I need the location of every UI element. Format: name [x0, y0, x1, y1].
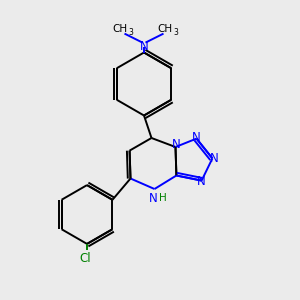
Text: Cl: Cl	[80, 252, 91, 265]
Text: CH: CH	[158, 24, 172, 34]
Text: 3: 3	[129, 28, 134, 37]
Text: N: N	[148, 191, 158, 205]
Text: N: N	[197, 175, 206, 188]
Text: N: N	[192, 130, 201, 144]
Text: N: N	[209, 152, 218, 165]
Text: CH: CH	[112, 24, 128, 34]
Text: N: N	[171, 138, 180, 151]
Text: 3: 3	[174, 28, 178, 37]
Text: N: N	[140, 40, 148, 53]
Text: H: H	[159, 193, 167, 203]
